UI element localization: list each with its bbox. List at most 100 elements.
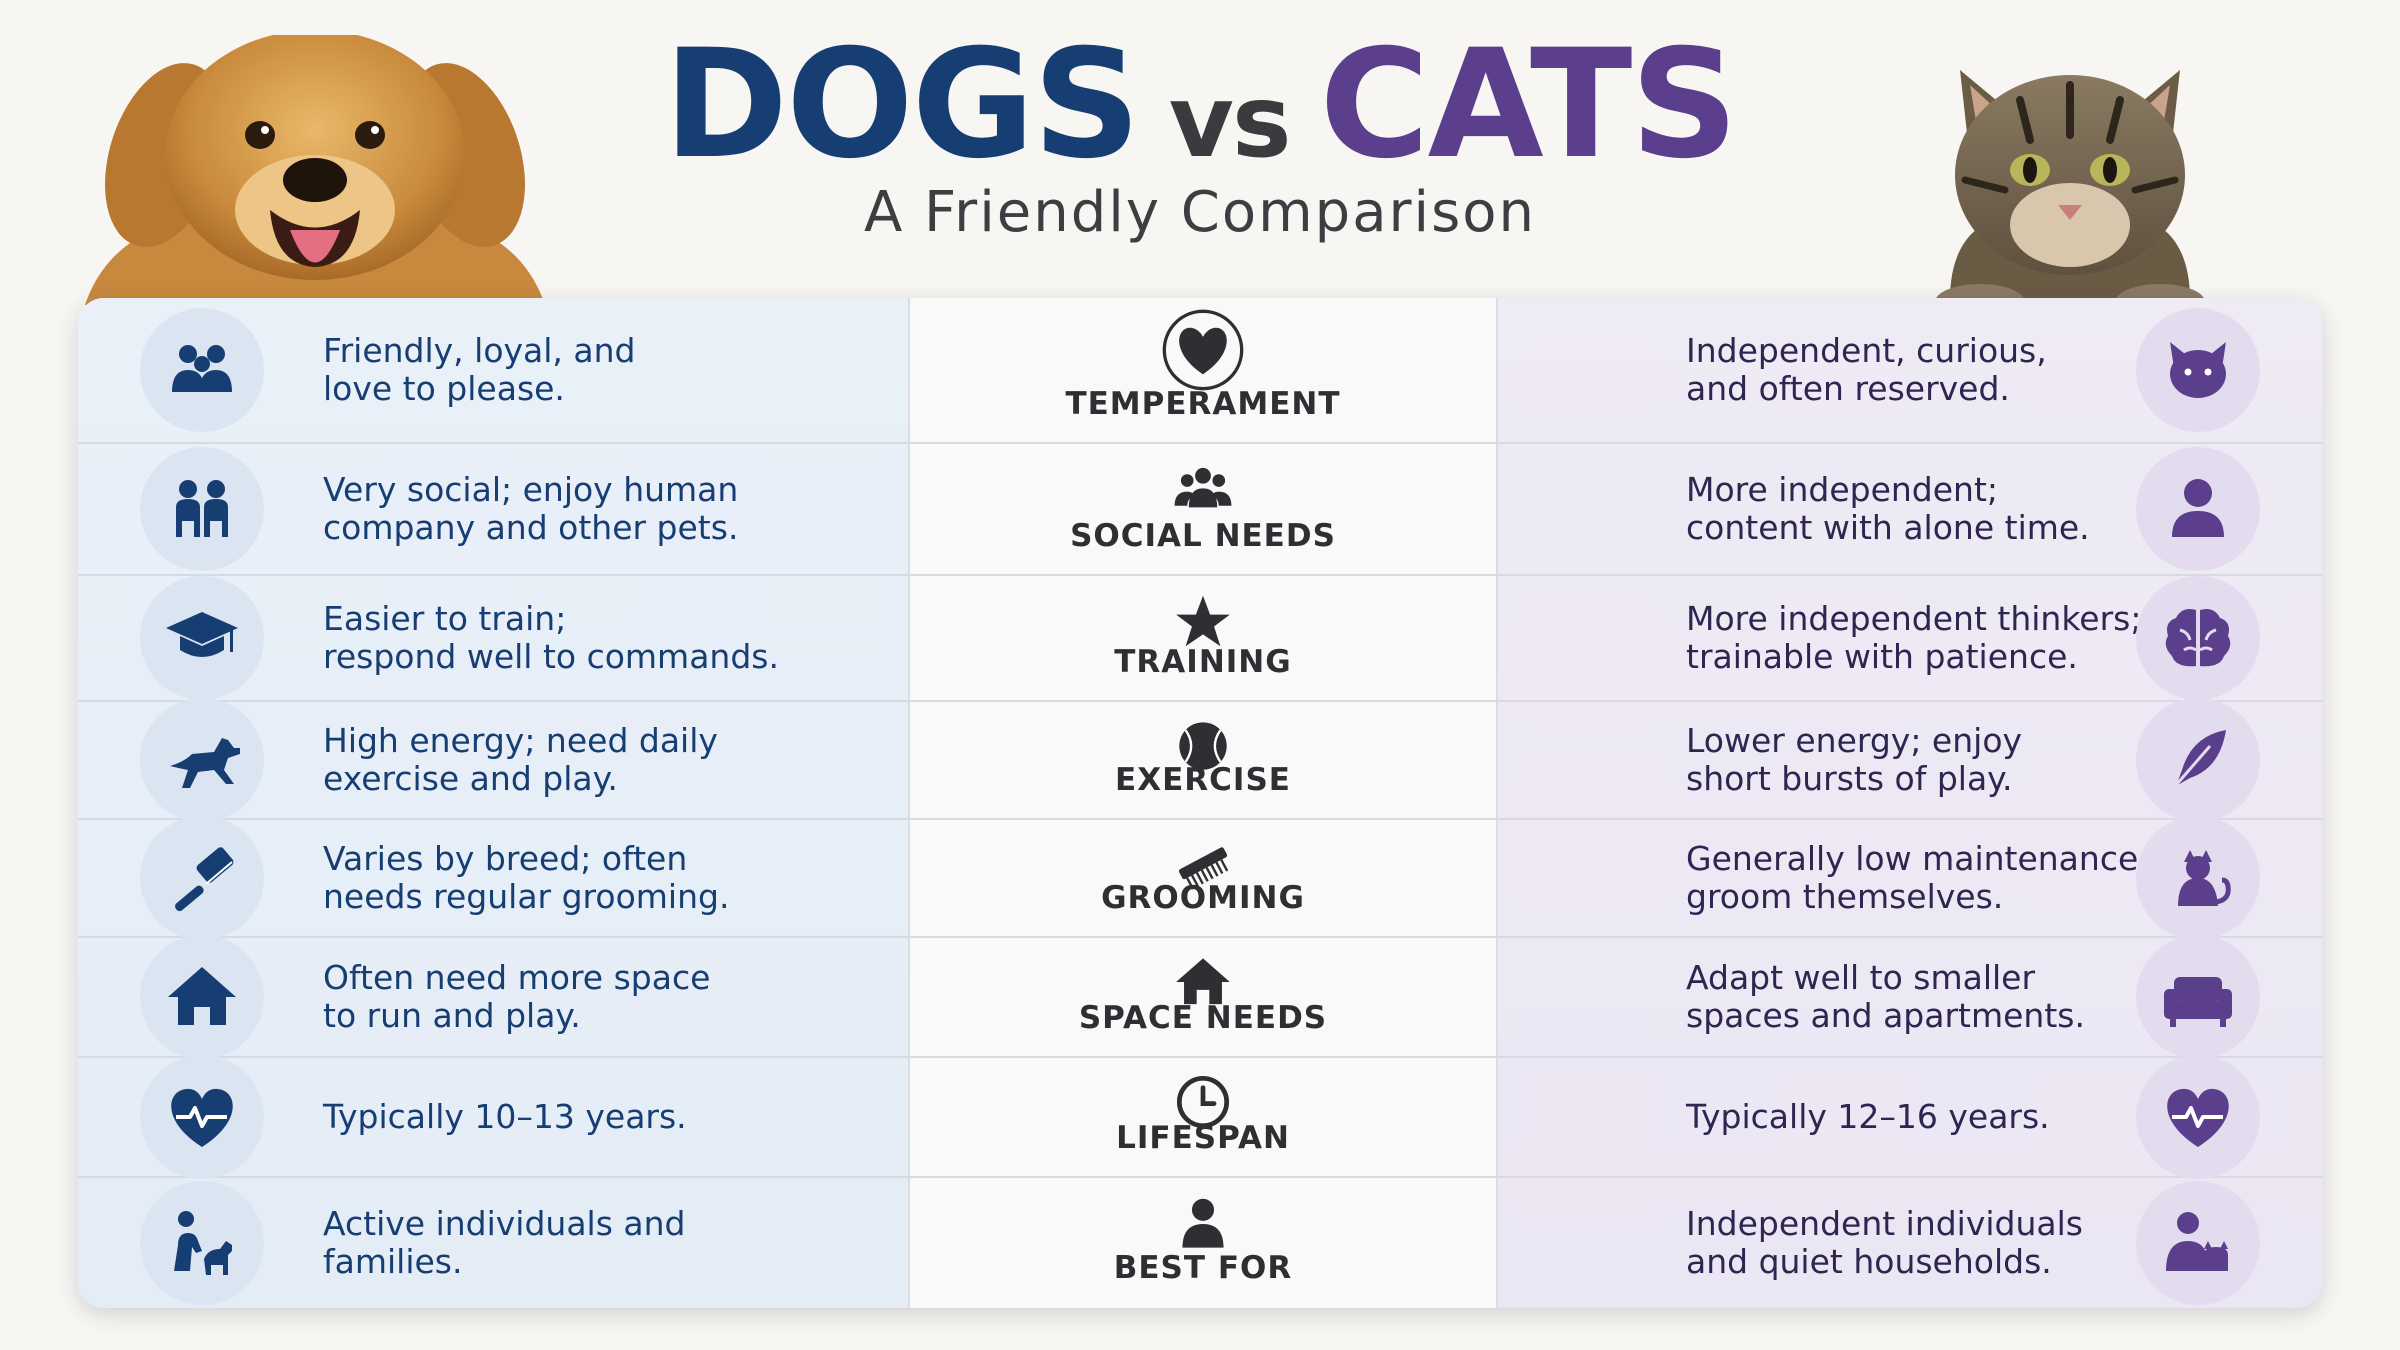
cat-cell: More independent; content with alone tim…: [1498, 444, 2322, 574]
cat-cell: Generally low maintenance; groom themsel…: [1498, 816, 2322, 940]
page-subtitle: A Friendly Comparison: [863, 180, 1537, 245]
cat-icon-badge: [2136, 576, 2260, 700]
comparison-row: Typically 10–13 years. LIFESPAN Typically …: [78, 1055, 2322, 1179]
cat-description: Independent, curious, and often reserved…: [1686, 331, 2047, 408]
category-label: TRAINING: [1114, 644, 1292, 680]
category-label: SPACE NEEDS: [1078, 1000, 1328, 1036]
category-icon: [908, 952, 1498, 1012]
dog-description: High energy; need daily exercise and pla…: [323, 721, 718, 798]
cat-photo: [1935, 70, 2205, 320]
title-dogs: DOGS: [663, 18, 1141, 192]
dog-description: Varies by breed; often needs regular gro…: [323, 839, 730, 916]
title-vs: vs: [1168, 63, 1292, 180]
dog-cell: Very social; enjoy human company and oth…: [78, 444, 908, 574]
heartbeat-icon: [171, 1088, 233, 1147]
feather-icon: [2168, 730, 2226, 793]
cat-icon-badge: [2136, 698, 2260, 822]
cat-description: Adapt well to smaller spaces and apartme…: [1686, 958, 2085, 1035]
category-cell: SOCIAL NEEDS: [908, 444, 1498, 574]
group-icon: [1174, 467, 1232, 508]
cat-icon-badge: [2136, 1181, 2260, 1305]
dog-description: Often need more space to run and play.: [323, 958, 711, 1035]
house-icon: [168, 967, 236, 1025]
star-icon: [1176, 595, 1230, 647]
heart-icon: [1162, 309, 1244, 391]
comparison-row: Active individuals and families. BEST FOR…: [78, 1178, 2322, 1308]
cat-description: Typically 12–16 years.: [1686, 1097, 2050, 1136]
title-cats: CATS: [1319, 18, 1739, 192]
category-label: TEMPERAMENT: [1065, 386, 1341, 422]
dog-icon-badge: [140, 1055, 264, 1179]
cat-face-icon: [2170, 342, 2226, 398]
category-label: EXERCISE: [1115, 762, 1291, 798]
category-icon: [908, 834, 1498, 894]
dog-description: Typically 10–13 years.: [323, 1097, 687, 1136]
cat-description: More independent thinkers; trainable wit…: [1686, 599, 2142, 676]
dog-icon-badge: [140, 576, 264, 700]
category-label: GROOMING: [1101, 880, 1305, 916]
category-cell: LIFESPAN: [908, 1058, 1498, 1176]
brush-icon: [175, 847, 234, 912]
cat-icon-badge: [2136, 447, 2260, 571]
house-icon: [1176, 958, 1230, 1005]
cat-description: Independent individuals and quiet househ…: [1686, 1204, 2083, 1281]
comparison-row: Friendly, loyal, and love to please. TEMP…: [78, 298, 2322, 444]
cat-cell: Adapt well to smaller spaces and apartme…: [1498, 935, 2322, 1059]
heartbeat-icon: [2167, 1088, 2229, 1147]
category-label: SOCIAL NEEDS: [1070, 518, 1336, 554]
person-icon: [1182, 1198, 1224, 1248]
comparison-table: Friendly, loyal, and love to please. TEMP…: [78, 298, 2322, 1308]
single-person-icon: [2172, 479, 2224, 537]
people-pair-icon: [176, 480, 228, 537]
header: DOGS vs CATS A Friendly Comparison: [0, 0, 2400, 320]
category-icon: [908, 1194, 1498, 1254]
dog-icon-badge: [140, 308, 264, 432]
dog-cell: Varies by breed; often needs regular gro…: [78, 816, 908, 940]
dog-cell: Active individuals and families.: [78, 1178, 908, 1308]
dog-icon-badge: [140, 935, 264, 1059]
dog-icon-badge: [140, 816, 264, 940]
dog-description: Active individuals and families.: [323, 1204, 686, 1281]
dog-cell: High energy; need daily exercise and pla…: [78, 698, 908, 822]
dog-cell: Typically 10–13 years.: [78, 1055, 908, 1179]
category-label: LIFESPAN: [1116, 1120, 1290, 1156]
page-title: DOGS vs CATS: [0, 30, 2400, 197]
cat-cell: More independent thinkers; trainable wit…: [1498, 576, 2322, 700]
dog-cell: Friendly, loyal, and love to please.: [78, 298, 908, 442]
ball-icon: [1179, 722, 1227, 770]
category-icon: [908, 716, 1498, 776]
clock-icon: [1176, 1075, 1230, 1129]
category-cell: GROOMING: [908, 820, 1498, 936]
sitting-cat-icon: [2178, 850, 2231, 906]
dog-icon-badge: [140, 698, 264, 822]
comparison-row: High energy; need daily exercise and pla…: [78, 698, 2322, 822]
dog-icon-badge: [140, 447, 264, 571]
dog-icon-badge: [140, 1181, 264, 1305]
category-icon: [908, 308, 1498, 392]
dog-cell: Easier to train; respond well to command…: [78, 576, 908, 700]
comb-icon: [1178, 847, 1229, 890]
family-icon: [172, 345, 232, 392]
dog-photo: [85, 35, 545, 305]
comparison-row: Easier to train; respond well to command…: [78, 576, 2322, 702]
comparison-row: Varies by breed; often needs regular gro…: [78, 816, 2322, 940]
dog-description: Easier to train; respond well to command…: [323, 599, 779, 676]
cat-description: More independent; content with alone tim…: [1686, 470, 2090, 547]
person-with-cat-icon: [2166, 1212, 2228, 1271]
cat-cell: Independent, curious, and often reserved…: [1498, 298, 2322, 442]
comparison-row: Very social; enjoy human company and oth…: [78, 444, 2322, 576]
cat-icon-badge: [2136, 308, 2260, 432]
categories-column: [908, 298, 1498, 1308]
person-with-dog-icon: [174, 1211, 232, 1275]
category-label: BEST FOR: [1113, 1250, 1293, 1286]
comparison-row: Often need more space to run and play. SP…: [78, 935, 2322, 1059]
category-icon: [908, 460, 1498, 520]
graduation-cap-icon: [166, 612, 238, 657]
cat-description: Generally low maintenance; groom themsel…: [1686, 839, 2150, 916]
cat-icon-badge: [2136, 1055, 2260, 1179]
dog-description: Friendly, loyal, and love to please.: [323, 331, 636, 408]
cat-icon-badge: [2136, 816, 2260, 940]
dog-cell: Often need more space to run and play.: [78, 935, 908, 1059]
category-cell: SPACE NEEDS: [908, 938, 1498, 1056]
sofa-icon: [2164, 977, 2232, 1027]
